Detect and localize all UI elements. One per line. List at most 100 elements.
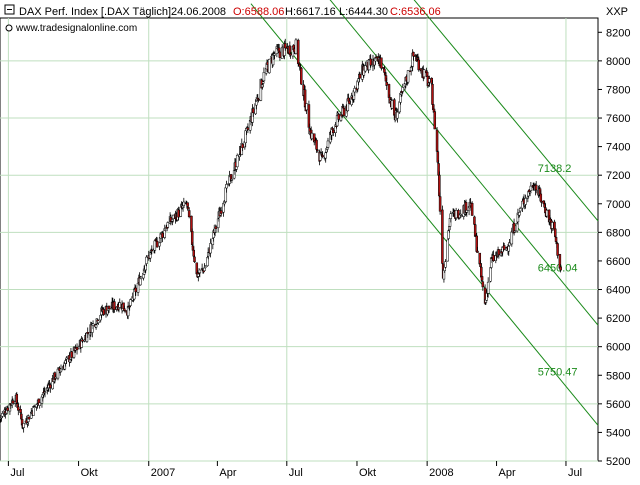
candle-body xyxy=(97,320,100,324)
candle-body xyxy=(300,67,303,85)
candle-body xyxy=(307,104,311,128)
y-tick-label: 5400 xyxy=(606,427,630,439)
candle-body xyxy=(241,143,244,149)
candle-body xyxy=(321,155,324,157)
candle-body xyxy=(262,72,266,82)
candle-body xyxy=(22,423,25,428)
y-tick-label: 7200 xyxy=(606,170,630,182)
candle-body xyxy=(433,111,437,130)
candle-body xyxy=(284,43,287,49)
candle-body xyxy=(510,231,514,245)
candle-body xyxy=(246,127,250,130)
candle-body xyxy=(412,51,415,57)
candle-body xyxy=(203,266,207,269)
candle-body xyxy=(83,339,86,342)
y-tick-label: 8200 xyxy=(606,27,630,39)
header-close: C:6536.06 xyxy=(390,6,441,18)
candles xyxy=(0,38,562,433)
candle-body xyxy=(94,324,98,328)
candle-body xyxy=(449,213,453,219)
candle-body xyxy=(486,281,490,294)
candle-body xyxy=(348,100,351,104)
candle-body xyxy=(209,243,212,254)
candle-body xyxy=(59,368,63,372)
candle-body xyxy=(319,152,322,161)
candle-body xyxy=(296,39,300,64)
candle-body xyxy=(134,287,138,293)
candle-body xyxy=(326,140,330,148)
candle-body xyxy=(353,88,356,93)
x-tick-label: Okt xyxy=(359,467,376,479)
candle-body xyxy=(91,323,95,326)
candle-body xyxy=(214,226,218,229)
candle-body xyxy=(261,81,265,84)
x-tick-label: Jul xyxy=(289,467,303,479)
candle-body xyxy=(324,152,327,159)
y-tick-label: 6400 xyxy=(606,285,630,297)
x-tick-label: Apr xyxy=(219,467,236,479)
candle-body xyxy=(136,282,140,293)
candle-body xyxy=(305,103,308,111)
x-tick-label: Jul xyxy=(10,467,24,479)
candle-body xyxy=(161,232,164,238)
candle-body xyxy=(374,56,378,59)
y-tick-label: 8000 xyxy=(606,56,630,68)
candle-body xyxy=(331,128,334,131)
candle-body xyxy=(465,210,469,213)
candle-body xyxy=(497,249,501,256)
exchange-label: XXP xyxy=(606,6,628,18)
candle-body xyxy=(273,53,276,56)
candle-body xyxy=(334,124,337,133)
candle-body xyxy=(187,210,191,218)
candle-body xyxy=(444,261,447,268)
candle-body xyxy=(480,276,484,281)
candle-body xyxy=(289,53,292,56)
candle-body xyxy=(123,310,127,312)
candle-body xyxy=(81,339,84,342)
candle-body xyxy=(118,302,122,308)
candle-body xyxy=(554,236,558,242)
candle-body xyxy=(65,357,68,360)
y-tick-label: 5600 xyxy=(606,399,630,411)
candle-body xyxy=(473,216,476,225)
plot-area xyxy=(0,17,599,462)
candle-body xyxy=(268,58,271,74)
trend-channel: 7138.2 6450.04 5750.47 xyxy=(250,0,599,426)
candle-body xyxy=(166,222,170,228)
candle-body xyxy=(150,249,154,252)
header-low: L:6444.30 xyxy=(339,6,388,18)
candle-body xyxy=(107,305,111,310)
candle-body xyxy=(149,252,152,259)
candle-body xyxy=(438,174,441,197)
candle-body xyxy=(17,406,20,411)
candle-body xyxy=(441,209,444,264)
candle-body xyxy=(43,391,47,393)
candle-body xyxy=(476,250,479,253)
collapse-icon[interactable] xyxy=(4,4,15,15)
candle-body xyxy=(316,149,319,152)
candle-body xyxy=(27,416,31,420)
channel-label: 7138.2 xyxy=(538,163,572,175)
candle-body xyxy=(383,68,386,73)
candle-body xyxy=(197,273,200,277)
candle-body xyxy=(390,100,394,109)
candle-body xyxy=(529,185,533,191)
candle-body xyxy=(49,384,52,389)
x-tick-label: 2008 xyxy=(429,467,453,479)
candle-body xyxy=(539,193,543,202)
candle-body xyxy=(446,239,449,262)
candle-body xyxy=(294,39,298,54)
candle-body xyxy=(436,151,440,163)
candle-body xyxy=(216,218,220,228)
candle-body xyxy=(492,254,495,261)
header-date: 24.06.2008 xyxy=(171,6,226,18)
candle-body xyxy=(310,132,314,140)
candle-body xyxy=(32,406,35,416)
candle-body xyxy=(332,129,335,134)
candle-body xyxy=(428,78,431,83)
candle-body xyxy=(297,62,301,65)
candle-body xyxy=(489,267,492,282)
candle-body xyxy=(508,242,511,246)
y-tick-label: 6600 xyxy=(606,256,630,268)
